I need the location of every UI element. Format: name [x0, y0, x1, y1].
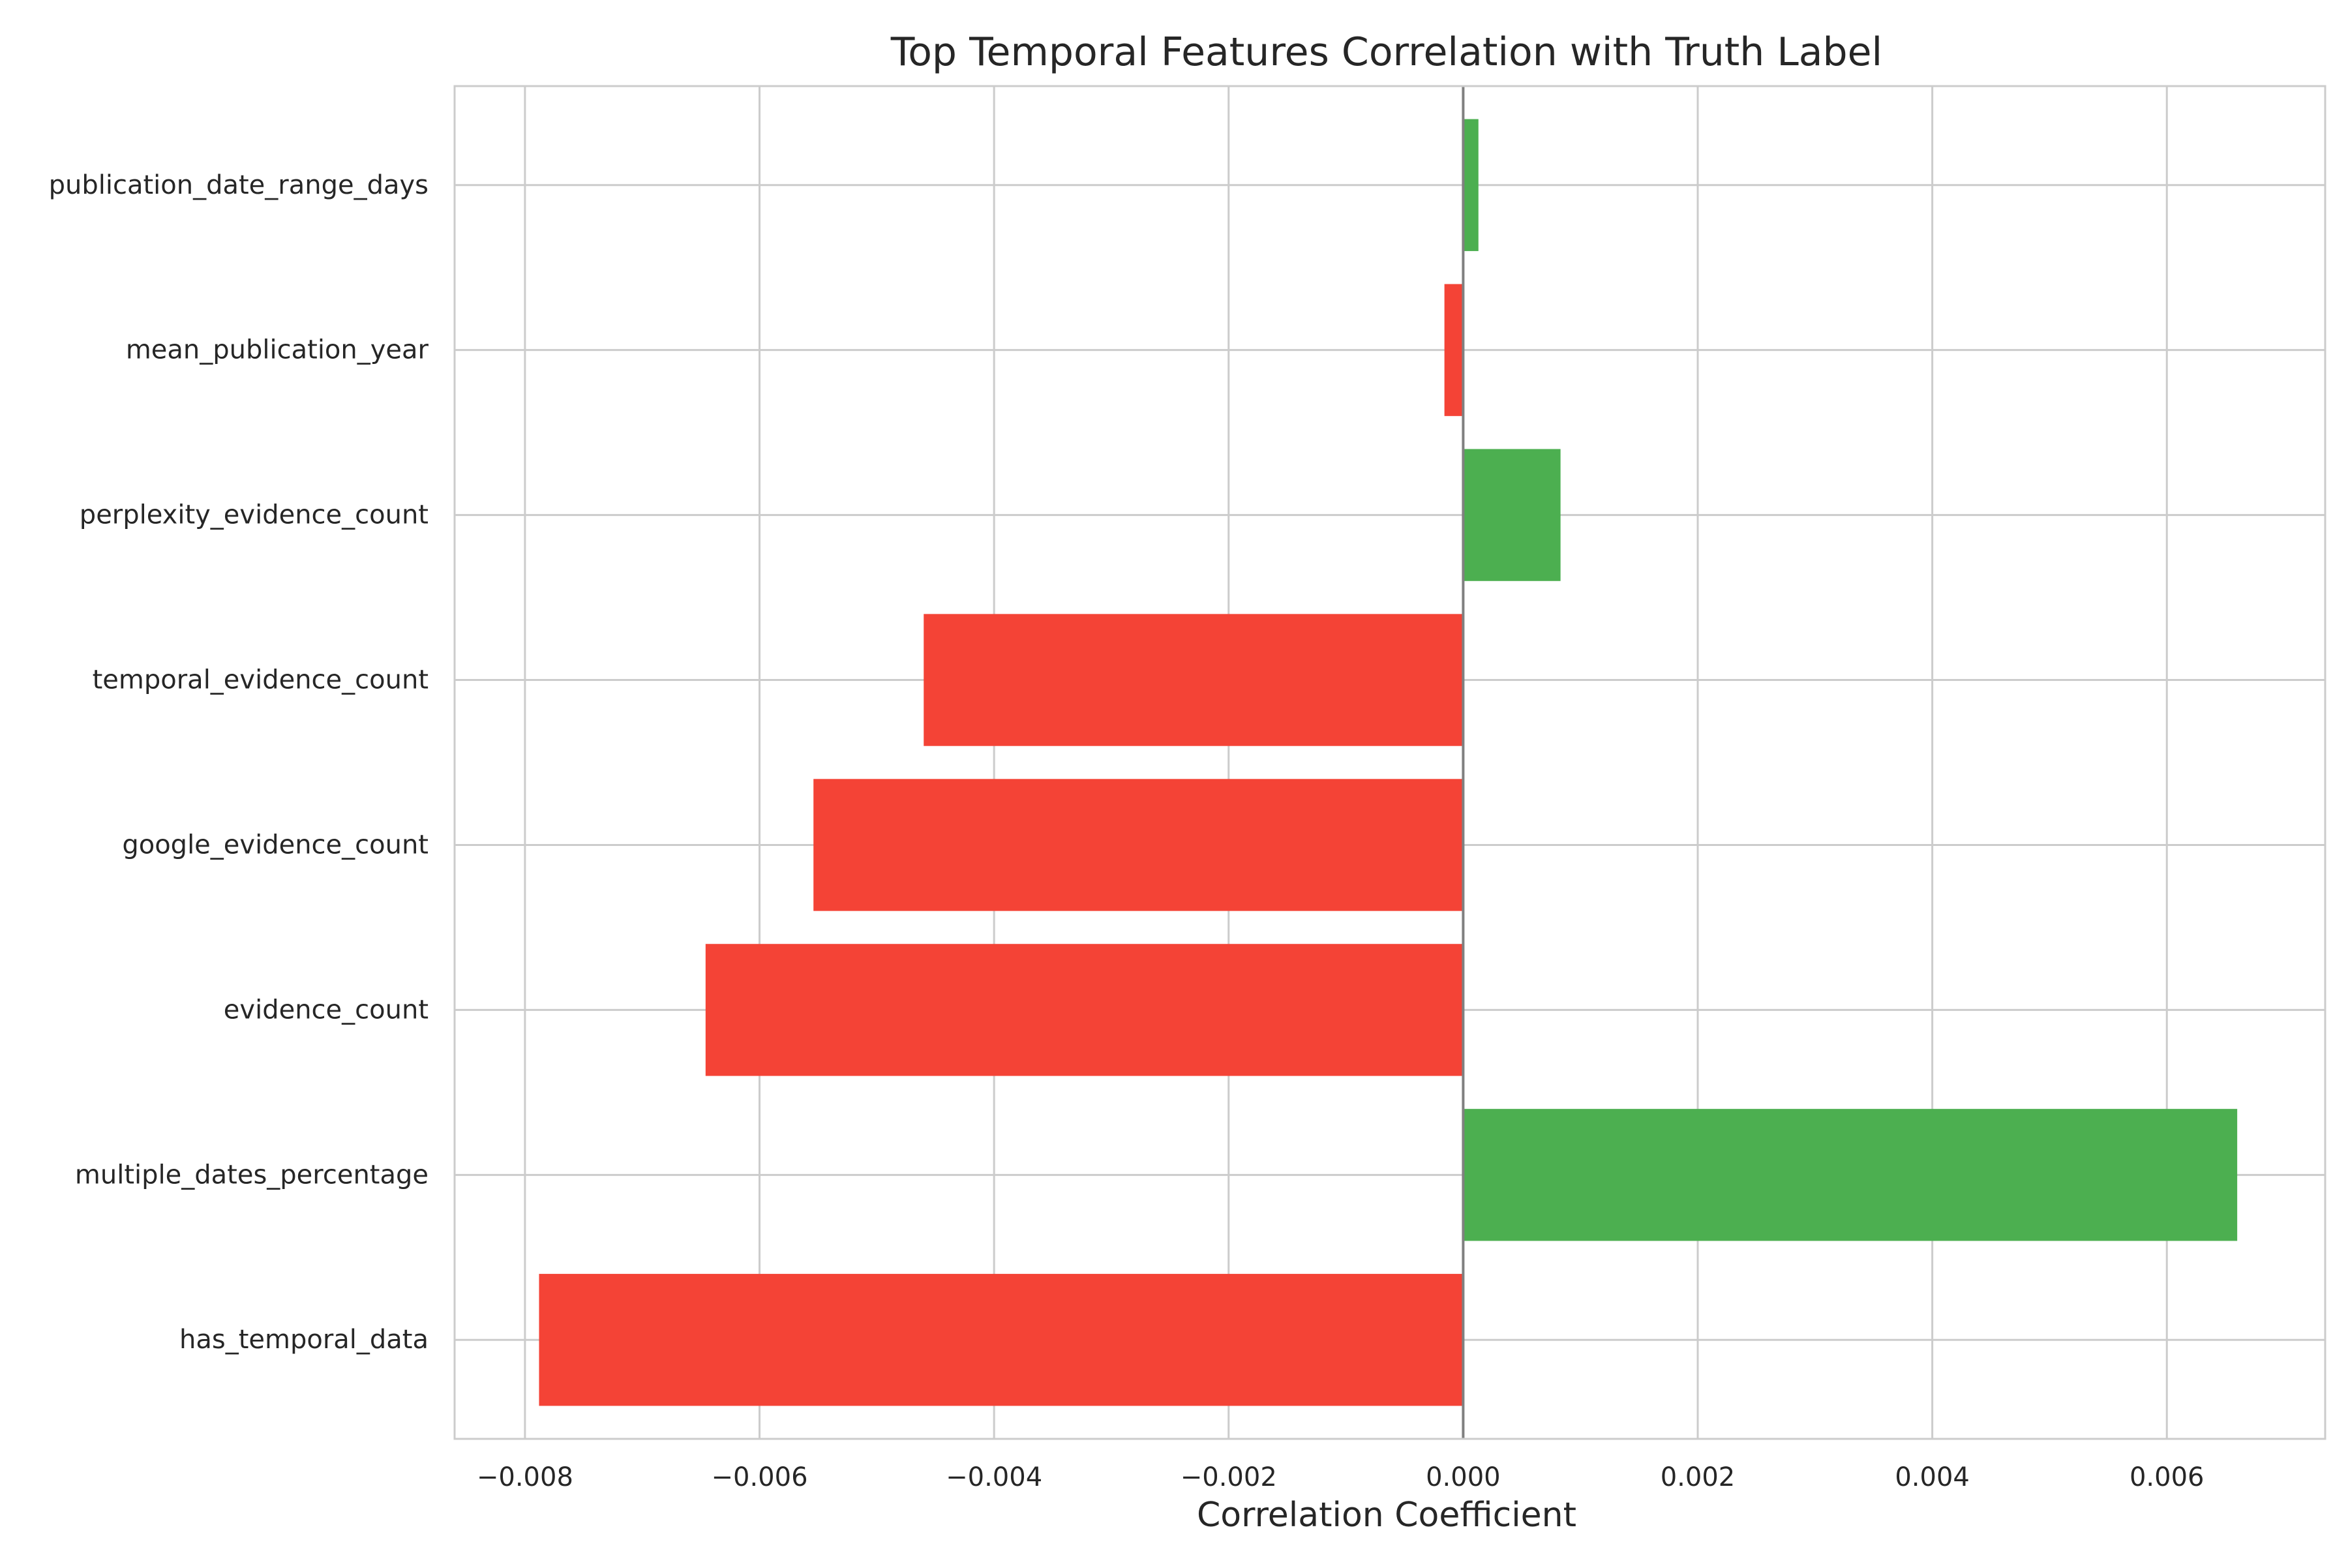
y-tick-label: has_temporal_data [179, 1325, 429, 1355]
y-tick-label: perplexity_evidence_count [80, 500, 429, 530]
x-tick-label: 0.000 [1426, 1462, 1501, 1492]
bar-temporal-evidence-count [924, 614, 1464, 746]
y-tick-label: multiple_dates_percentage [75, 1160, 429, 1190]
x-tick-labels: −0.008 −0.006 −0.004 −0.002 0.000 0.002 0.004 0… [477, 1462, 2205, 1492]
y-tick-label: evidence_count [224, 995, 429, 1025]
y-tick-label: google_evidence_count [122, 830, 429, 860]
bars [539, 119, 2238, 1406]
chart-title: Top Temporal Features Correlation with T… [890, 29, 1882, 75]
y-tick-label: publication_date_range_days [49, 170, 429, 200]
bar-evidence-count [705, 944, 1464, 1076]
plot-border [453, 85, 2326, 1440]
x-tick-label: 0.002 [1661, 1462, 1736, 1492]
x-tick-label: 0.006 [2130, 1462, 2205, 1492]
bar-perplexity-evidence-count [1463, 449, 1561, 581]
x-tick-label: 0.004 [1895, 1462, 1970, 1492]
y-tick-labels: publication_date_range_days mean_publicat… [49, 170, 429, 1355]
bar-google-evidence-count [813, 779, 1464, 911]
bar-publication-date-range-days [1463, 119, 1479, 251]
y-tick-label: temporal_evidence_count [93, 665, 429, 695]
bar-multiple-dates-percentage [1463, 1109, 2238, 1241]
x-tick-label: −0.008 [477, 1462, 573, 1492]
x-tick-label: −0.002 [1181, 1462, 1277, 1492]
plot-frame [453, 85, 2326, 1440]
bar-has-temporal-data [539, 1274, 1464, 1406]
y-tick-label: mean_publication_year [126, 335, 429, 365]
x-tick-label: −0.006 [711, 1462, 807, 1492]
bar-mean-publication-year [1444, 284, 1464, 416]
x-tick-label: −0.004 [946, 1462, 1042, 1492]
x-axis-label: Correlation Coefficient [1197, 1496, 1576, 1535]
